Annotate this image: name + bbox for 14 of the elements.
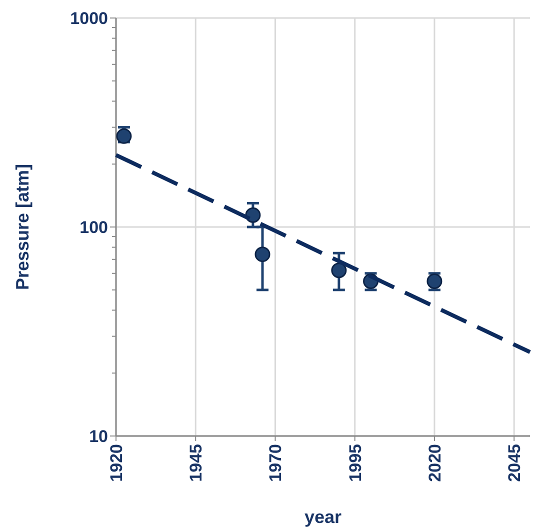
y-tick-label: 10 — [89, 426, 108, 446]
x-tick-label: 1945 — [186, 444, 206, 482]
x-tick-label: 2045 — [505, 444, 524, 482]
point — [245, 207, 261, 223]
y-axis-title: Pressure [atm] — [12, 164, 32, 290]
x-tick-label: 2020 — [425, 444, 444, 482]
point — [254, 246, 270, 262]
y-tick-label: 100 — [80, 218, 108, 237]
point — [331, 262, 347, 278]
x-axis-title: year — [304, 507, 342, 527]
y-tick-label: 1000 — [70, 8, 108, 28]
x-tick-label: 1970 — [266, 444, 286, 482]
x-tick-label: 1920 — [106, 444, 126, 482]
x-tick-label: 1995 — [346, 444, 365, 482]
